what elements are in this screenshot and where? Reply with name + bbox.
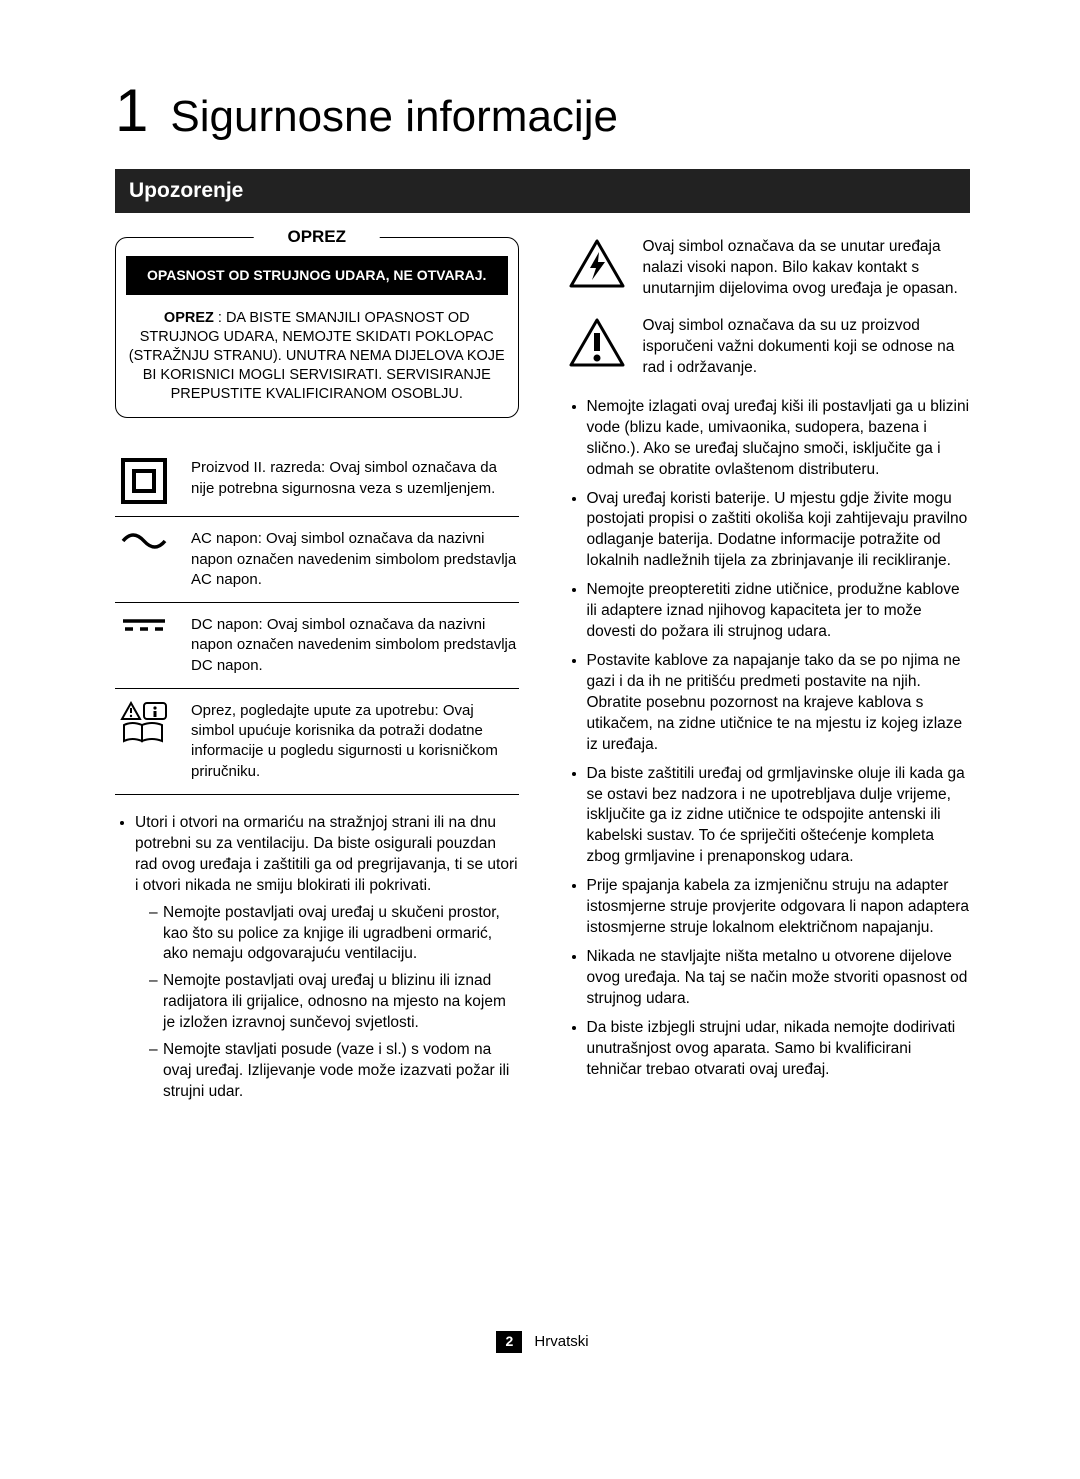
- sub-item: Nemojte stavljati posude (vaze i sl.) s …: [149, 1040, 519, 1103]
- exclaim-triangle-icon: [567, 316, 627, 370]
- dc-icon: [115, 615, 173, 635]
- list-item: Da biste izbjegli strujni udar, nikada n…: [587, 1018, 971, 1081]
- list-item: Nemojte preopteretiti zidne utičnice, pr…: [587, 580, 971, 643]
- bolt-triangle-icon: [567, 237, 627, 291]
- symbol-text: DC napon: Ovaj simbol označava da nazivn…: [191, 615, 519, 676]
- list-item: Utori i otvori na ormariću na stražnjoj …: [135, 813, 519, 1103]
- bullet-text: Utori i otvori na ormariću na stražnjoj …: [135, 814, 518, 894]
- warning-text: Ovaj simbol označava da su uz proizvod i…: [643, 316, 971, 379]
- footer-language: Hrvatski: [534, 1332, 588, 1352]
- sub-list: Nemojte postavljati ovaj uređaj u skučen…: [135, 903, 519, 1103]
- footer: 2 Hrvatski: [115, 1331, 970, 1353]
- list-item: Nemojte izlagati ovaj uređaj kiši ili po…: [587, 397, 971, 481]
- symbol-text: Oprez, pogledajte upute za upotrebu: Ova…: [191, 701, 519, 782]
- symbol-text: Proizvod II. razreda: Ovaj simbol označa…: [191, 458, 519, 499]
- manual-icon: [115, 701, 173, 743]
- right-bullets: Nemojte izlagati ovaj uređaj kiši ili po…: [567, 397, 971, 1081]
- warning-row: Ovaj simbol označava da su uz proizvod i…: [567, 316, 971, 379]
- caution-body: OPREZ : DA BISTE SMANJILI OPASNOST OD ST…: [126, 309, 508, 403]
- symbol-list: Proizvod II. razreda: Ovaj simbol označa…: [115, 446, 519, 795]
- symbol-row: DC napon: Ovaj simbol označava da nazivn…: [115, 603, 519, 688]
- symbol-row: Oprez, pogledajte upute za upotrebu: Ova…: [115, 689, 519, 794]
- sub-item: Nemojte postavljati ovaj uređaj u blizin…: [149, 971, 519, 1034]
- warning-row: Ovaj simbol označava da se unutar uređaj…: [567, 237, 971, 300]
- list-item: Ovaj uređaj koristi baterije. U mjestu g…: [587, 489, 971, 573]
- shock-warning-bar: OPASNOST OD STRUJNOG UDARA, NE OTVARAJ.: [126, 256, 508, 295]
- symbol-row: Proizvod II. razreda: Ovaj simbol označa…: [115, 446, 519, 516]
- caution-legend: OPREZ: [253, 226, 380, 249]
- warning-text: Ovaj simbol označava da se unutar uređaj…: [643, 237, 971, 300]
- list-item: Nikada ne stavljajte ništa metalno u otv…: [587, 947, 971, 1010]
- left-bullets: Utori i otvori na ormariću na stražnjoj …: [115, 813, 519, 1103]
- chapter-number: 1: [115, 70, 148, 151]
- list-item: Prije spajanja kabela za izmjeničnu stru…: [587, 876, 971, 939]
- sub-item: Nemojte postavljati ovaj uređaj u skučen…: [149, 903, 519, 966]
- chapter-text: Sigurnosne informacije: [170, 87, 618, 146]
- caution-prefix: OPREZ: [164, 310, 214, 326]
- list-item: Da biste zaštitili uređaj od grmljavinsk…: [587, 764, 971, 869]
- symbol-row: AC napon: Ovaj simbol označava da nazivn…: [115, 517, 519, 602]
- list-item: Postavite kablove za napajanje tako da s…: [587, 651, 971, 756]
- chapter-title: 1 Sigurnosne informacije: [115, 70, 970, 151]
- warning-bar: Upozorenje: [115, 169, 970, 213]
- ac-icon: [115, 529, 173, 553]
- page-number: 2: [496, 1331, 522, 1353]
- symbol-text: AC napon: Ovaj simbol označava da nazivn…: [191, 529, 519, 590]
- right-column: Ovaj simbol označava da se unutar uređaj…: [567, 237, 971, 1111]
- caution-box: OPREZ OPASNOST OD STRUJNOG UDARA, NE OTV…: [115, 237, 519, 418]
- class2-icon: [115, 458, 173, 504]
- left-column: OPREZ OPASNOST OD STRUJNOG UDARA, NE OTV…: [115, 237, 519, 1111]
